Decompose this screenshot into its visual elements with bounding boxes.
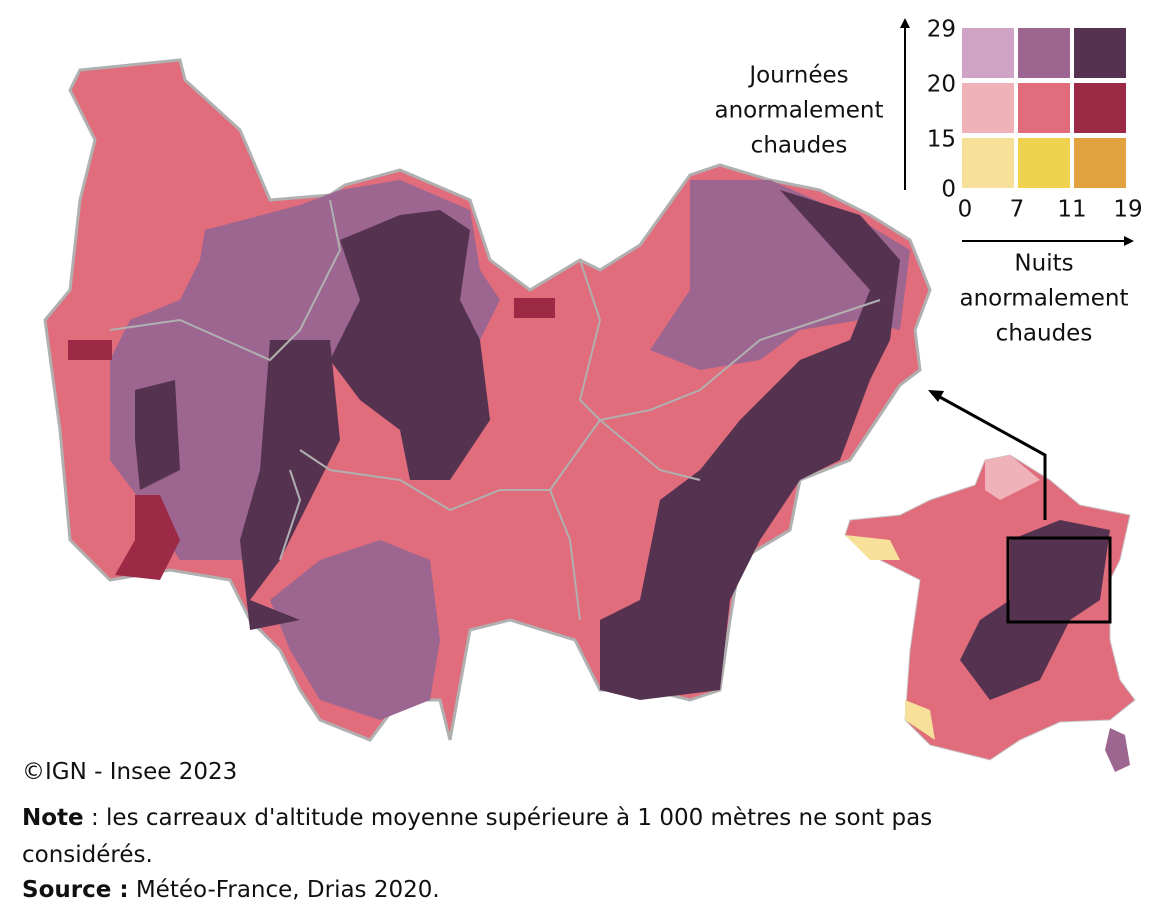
arrow-head [900, 18, 910, 28]
y-tick-label: 0 [941, 177, 956, 203]
region-map [43, 58, 932, 742]
y-axis-title: Journées [747, 63, 848, 89]
france-light [845, 535, 900, 560]
x-tick-label: 7 [1010, 197, 1025, 223]
border [109, 199, 342, 362]
legend-cell [962, 28, 1014, 78]
zone-strong [514, 298, 555, 318]
legend: 29 20 15 00 7 11 19 Journées anormalement chaudes… [715, 17, 1143, 347]
france-outline [844, 454, 1136, 761]
x-tick-label: 0 [958, 197, 973, 223]
y-axis-title: anormalement [715, 98, 884, 124]
source: Source : Météo-France, Drias 2020. [22, 872, 440, 909]
copyright: ©IGN - Insee 2023 [22, 759, 238, 785]
zone-dark [135, 380, 180, 490]
border [578, 259, 701, 481]
france-light [905, 700, 935, 740]
zoom-frame [1006, 536, 1112, 624]
x-tick-label: 11 [1057, 197, 1086, 223]
zone-dark [600, 190, 900, 700]
y-axis-title: chaudes [751, 133, 848, 159]
note-text: : les carreaux d'altitude moyenne supéri… [22, 805, 933, 868]
y-tick-label: 20 [927, 72, 956, 98]
border [299, 299, 881, 512]
legend-cell [1074, 138, 1126, 188]
zone-dark [330, 210, 490, 480]
y-tick-label: 15 [927, 127, 956, 153]
source-text: Météo-France, Drias 2020. [128, 877, 440, 903]
x-axis-title: anormalement [960, 286, 1129, 312]
legend-cell [1018, 138, 1070, 188]
legend-cell [1074, 28, 1126, 78]
x-axis-title: chaudes [996, 321, 1093, 347]
x-axis-title: Nuits [1014, 251, 1073, 277]
legend-cell [1074, 83, 1126, 133]
arrow-head [928, 390, 944, 402]
corsica [1105, 728, 1130, 772]
france-dark [960, 520, 1110, 700]
border [549, 489, 581, 621]
inset-map [844, 390, 1136, 772]
x-tick-label: 19 [1113, 197, 1142, 223]
legend-cell [1018, 83, 1070, 133]
zone-dark [240, 340, 340, 630]
arrow-head [1124, 236, 1134, 246]
note-label: Note [22, 805, 84, 831]
zone-strong [115, 495, 180, 580]
source-label: Source : [22, 877, 129, 903]
legend-cell [962, 138, 1014, 188]
zoom-arrow [937, 394, 1047, 520]
y-tick-label: 29 [927, 17, 956, 43]
legend-cell [1018, 28, 1070, 78]
border [279, 469, 302, 561]
france-light [985, 455, 1040, 500]
zone-strong [68, 340, 112, 360]
note: Note : les carreaux d'altitude moyenne s… [22, 800, 1032, 874]
zone-medium [270, 540, 440, 720]
legend-cell [962, 83, 1014, 133]
